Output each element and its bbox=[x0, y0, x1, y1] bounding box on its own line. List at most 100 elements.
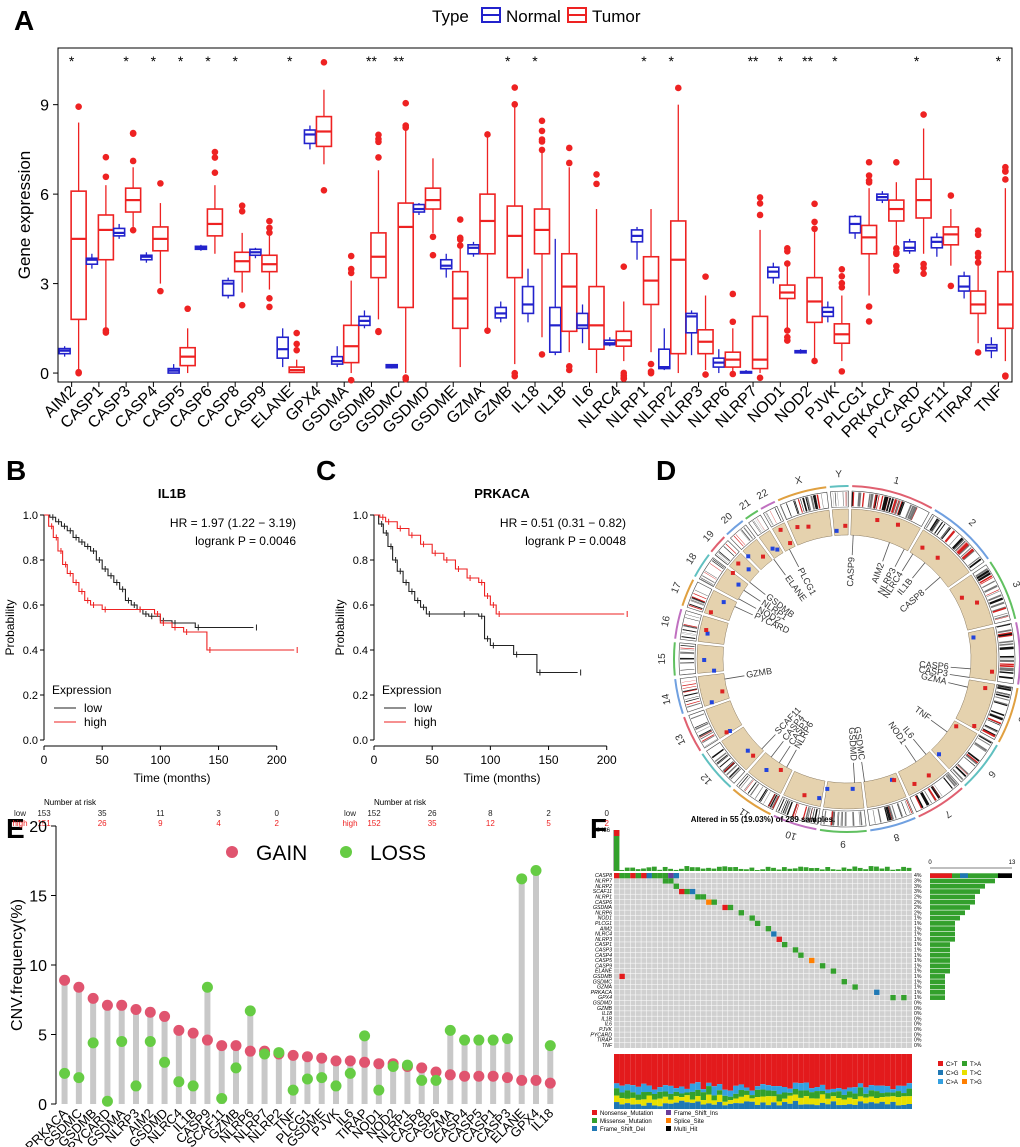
y-tick-label: 0.8 bbox=[23, 555, 38, 567]
gain-point-CASP8 bbox=[416, 1062, 428, 1074]
gene-row-pct-SCAF11: 3% bbox=[914, 889, 922, 895]
titv-segment bbox=[738, 1084, 745, 1091]
cytoband bbox=[988, 594, 1002, 602]
tumor-TNF-box bbox=[997, 270, 1014, 330]
titv-segment bbox=[836, 1054, 842, 1089]
significance-NLRP2: * bbox=[669, 53, 675, 69]
y-tick-label: 0.8 bbox=[353, 555, 368, 567]
legend-label-loss: LOSS bbox=[370, 842, 426, 865]
chromosome-6-color-strip bbox=[964, 744, 998, 787]
titv-segment bbox=[787, 1092, 793, 1096]
cytoband bbox=[894, 500, 900, 514]
y-tick-label: 0.0 bbox=[353, 735, 368, 747]
titv-segment bbox=[711, 1104, 717, 1109]
titv-segment bbox=[733, 1085, 739, 1094]
hazard-ratio: HR = 1.97 (1.22 − 3.19) bbox=[170, 516, 296, 530]
titv-segment bbox=[841, 1054, 847, 1090]
chromosome-label-7: 7 bbox=[942, 807, 953, 819]
titv-segment bbox=[700, 1054, 707, 1090]
tumor-TIRAP-outlier bbox=[974, 227, 982, 235]
tumor-PYCARD-outlier bbox=[920, 260, 927, 268]
titv-segment bbox=[668, 1103, 674, 1109]
gene-label-GSDMC: GSDMC bbox=[852, 726, 867, 761]
titv-segment bbox=[846, 1054, 853, 1088]
tumor-SCAF11-box bbox=[942, 226, 960, 246]
cytoband bbox=[680, 647, 695, 650]
titv-segment bbox=[641, 1099, 647, 1106]
titv-legend-label: C>G bbox=[946, 1071, 959, 1077]
titv-segment bbox=[836, 1088, 842, 1092]
chromosome-21-color-strip bbox=[745, 509, 759, 520]
cytoband bbox=[842, 492, 844, 507]
tumor-TNF-outlier bbox=[1002, 373, 1009, 380]
cytoband bbox=[946, 773, 958, 786]
alteration-cell bbox=[765, 926, 772, 932]
cytoband bbox=[700, 578, 713, 587]
cytoband bbox=[808, 807, 813, 822]
cytoband bbox=[994, 612, 1008, 618]
titv-segment bbox=[765, 1096, 772, 1106]
panel-label-d: D bbox=[656, 455, 676, 486]
tumor-CASP3-outlier bbox=[129, 157, 137, 165]
titv-segment bbox=[619, 1085, 625, 1093]
gain-point-IL6 bbox=[344, 1055, 356, 1067]
gain-point-CASP4 bbox=[459, 1070, 471, 1082]
titv-segment bbox=[624, 1054, 631, 1085]
tumor-NOD2-outlier bbox=[811, 218, 818, 226]
titv-segment bbox=[689, 1099, 696, 1103]
tmb-bar bbox=[646, 867, 652, 871]
gene-link-CASP4 bbox=[770, 741, 784, 758]
variant-legend-label: Frame_Shift_Ins bbox=[674, 1111, 718, 1117]
gain-point-GPX4 bbox=[530, 1074, 542, 1086]
cytoband bbox=[712, 560, 724, 569]
chromosome-11-color-strip bbox=[732, 788, 771, 816]
gene-label-CASP6: CASP6 bbox=[919, 659, 949, 671]
risk-count-high: 152 bbox=[367, 819, 381, 828]
chromosome-Y-color-strip bbox=[829, 485, 849, 488]
tumor-CASP9-outlier bbox=[266, 217, 273, 225]
titv-segment bbox=[668, 1099, 674, 1104]
titv-segment bbox=[716, 1102, 723, 1109]
cytoband bbox=[685, 697, 700, 703]
cytoband bbox=[786, 801, 793, 816]
titv-segment bbox=[646, 1102, 652, 1109]
titv-segment bbox=[651, 1054, 658, 1090]
cytoband bbox=[793, 500, 799, 515]
gene-link-CASP8 bbox=[924, 576, 941, 591]
tumor-GSDMA-box bbox=[342, 324, 360, 364]
tumor-CASP1-outlier bbox=[102, 329, 110, 336]
tmb-bar bbox=[738, 868, 744, 871]
chromosome-label-15: 15 bbox=[657, 653, 668, 665]
gene-row-label-GSDMD: GSDMD bbox=[593, 1001, 613, 1007]
tumor-GSDMD-box bbox=[424, 187, 442, 210]
normal-IL1B-box bbox=[548, 306, 562, 353]
cnv-mark bbox=[736, 561, 741, 566]
titv-segment bbox=[895, 1097, 902, 1106]
variant-legend-swatch bbox=[592, 1110, 597, 1115]
tmb-bar bbox=[711, 868, 717, 871]
normal-TIRAP-box bbox=[957, 275, 971, 292]
tmb-bar bbox=[727, 867, 733, 871]
gene-link-CASP9 bbox=[851, 535, 854, 556]
gene-freq-bar-PLCG1 bbox=[930, 921, 955, 926]
tmb-bar bbox=[716, 866, 722, 871]
tumor-ELANE-outlier bbox=[293, 340, 300, 348]
variant-legend-label: Frame_Shift_Del bbox=[600, 1127, 645, 1133]
gain-point-IL1B bbox=[187, 1027, 199, 1039]
titv-segment bbox=[651, 1105, 658, 1109]
cytoband bbox=[716, 754, 728, 764]
x-tick-label: 50 bbox=[426, 753, 440, 767]
cytoband bbox=[683, 688, 698, 692]
alteration-cell bbox=[754, 920, 761, 927]
risk-count-high: 4 bbox=[216, 819, 221, 828]
cytoband bbox=[813, 808, 818, 823]
gene-row-pct-GSDMC: 1% bbox=[914, 979, 922, 985]
gene-row-pct-NLRP2: 3% bbox=[914, 884, 922, 890]
tumor-NLRC4-outlier bbox=[620, 375, 628, 382]
gene-link-SCAF11 bbox=[761, 734, 776, 750]
gene-row-label-AIM2: AIM2 bbox=[599, 926, 612, 932]
cytoband bbox=[986, 590, 1000, 598]
gene-link-GSDMB bbox=[749, 581, 766, 595]
titv-segment bbox=[695, 1096, 701, 1102]
